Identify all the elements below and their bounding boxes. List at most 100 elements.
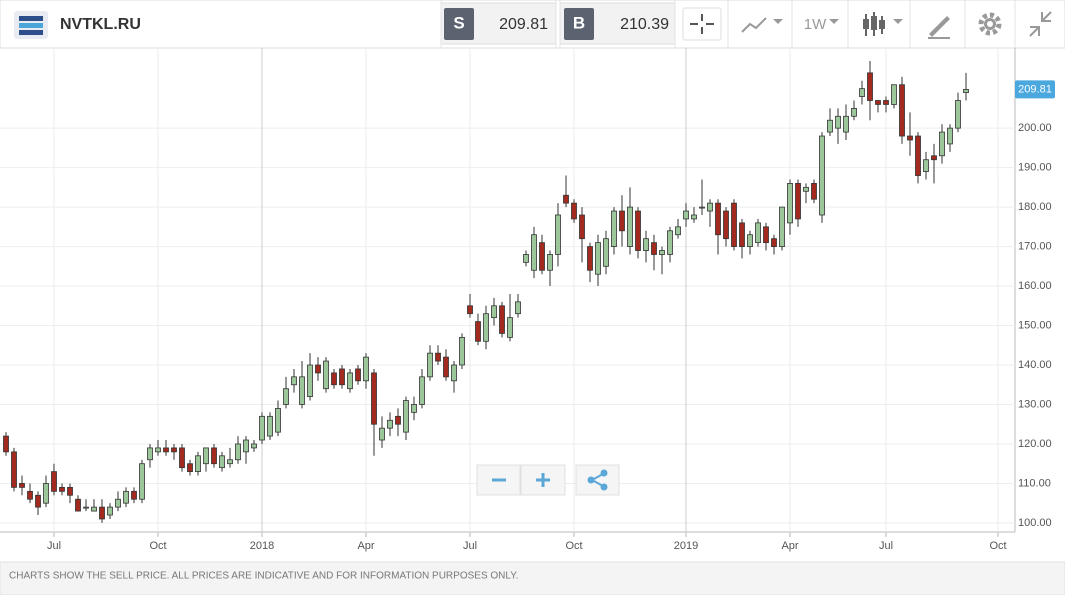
- candle-body: [819, 135, 825, 216]
- candle-body: [323, 360, 329, 390]
- x-tick-label: Oct: [989, 540, 1006, 552]
- candle-body: [11, 451, 17, 488]
- candle-body: [435, 352, 441, 362]
- settings-button[interactable]: [978, 12, 1002, 36]
- sell-badge: [444, 8, 474, 40]
- candle-body: [851, 108, 857, 117]
- y-tick-label: 160.00: [1018, 280, 1052, 292]
- candle-body: [355, 368, 361, 382]
- candle-body: [107, 506, 113, 516]
- candle-body: [571, 202, 577, 220]
- candle-body: [835, 115, 841, 129]
- candle-body: [251, 443, 257, 449]
- candle-body: [531, 234, 537, 271]
- share-button[interactable]: [575, 464, 620, 496]
- logo: [14, 11, 48, 39]
- candle-body: [51, 471, 57, 492]
- candle-body: [579, 214, 585, 240]
- candle-body: [155, 447, 161, 453]
- candle-body: [403, 400, 409, 433]
- candle-body: [291, 376, 297, 386]
- candle-body: [947, 127, 953, 145]
- candle-body: [699, 206, 705, 209]
- candle-body: [891, 84, 897, 105]
- candle-body: [827, 119, 833, 133]
- candle-body: [347, 372, 353, 390]
- crosshair-button[interactable]: [682, 7, 722, 41]
- y-tick-label: 120.00: [1018, 438, 1052, 450]
- candles: [3, 61, 969, 523]
- candle-body: [619, 210, 625, 232]
- candle-body: [275, 408, 281, 433]
- y-tick-label: 180.00: [1018, 201, 1052, 213]
- x-tick-label: Apr: [357, 540, 374, 552]
- candle-body: [555, 214, 561, 255]
- candle-body: [651, 242, 657, 255]
- candle-body: [755, 222, 761, 244]
- candle-body: [171, 447, 177, 453]
- candle-body: [843, 115, 849, 133]
- candle-body: [803, 186, 809, 192]
- y-tick-label: 140.00: [1018, 359, 1052, 371]
- draw-tool-button[interactable]: [928, 16, 950, 39]
- candle-body: [915, 135, 921, 176]
- candle-body: [467, 305, 473, 315]
- x-tick-label: Jul: [879, 540, 893, 552]
- candle-body: [795, 183, 801, 220]
- candle-body: [723, 210, 729, 240]
- candle-body: [867, 72, 873, 101]
- candle-body: [883, 100, 889, 105]
- candle-body: [875, 100, 881, 105]
- candle-body: [219, 455, 225, 469]
- candle-body: [763, 226, 769, 244]
- disclaimer: CHARTS SHOW THE SELL PRICE. ALL PRICES A…: [9, 571, 518, 582]
- candle-body: [507, 317, 513, 338]
- candle-type-button[interactable]: [863, 12, 903, 36]
- candle-body: [307, 364, 313, 397]
- candle-body: [779, 206, 785, 247]
- zoom-in-button[interactable]: [520, 464, 566, 496]
- candle-body: [331, 372, 337, 386]
- candle-body: [715, 202, 721, 236]
- candle-body: [659, 250, 665, 255]
- candle-body: [515, 301, 521, 315]
- candle-body: [115, 498, 121, 508]
- chart-type-button[interactable]: [741, 17, 783, 33]
- shrink-button[interactable]: [1029, 11, 1052, 37]
- candle-body: [563, 194, 569, 204]
- x-tick-label: 2019: [674, 540, 698, 552]
- candle-body: [635, 210, 641, 251]
- candle-body: [211, 447, 217, 465]
- candle-body: [451, 364, 457, 382]
- candle-body: [75, 498, 81, 512]
- candle-body: [483, 313, 489, 342]
- buy-price: 210.39: [620, 16, 669, 33]
- candle-body: [443, 356, 449, 378]
- candle-body: [859, 88, 865, 97]
- candle-body: [683, 210, 689, 220]
- sell-label: S: [453, 13, 464, 32]
- candle-body: [19, 483, 25, 488]
- candle-body: [243, 439, 249, 453]
- candle-body: [427, 352, 433, 378]
- candle-body: [603, 238, 609, 267]
- candle-body: [387, 419, 393, 429]
- candle-body: [299, 376, 305, 405]
- zoom-out-button[interactable]: [476, 464, 521, 496]
- candle-body: [283, 388, 289, 405]
- x-tick-label: Oct: [149, 540, 166, 552]
- y-tick-label: 110.00: [1018, 477, 1051, 489]
- symbol: NVTKL.RU: [60, 16, 141, 33]
- last-price-label: 209.81: [1018, 83, 1052, 95]
- candle-body: [131, 490, 137, 500]
- candle-body: [667, 230, 673, 255]
- last-price-tag: [1015, 80, 1055, 99]
- candle-body: [491, 305, 497, 319]
- y-tick-label: 150.00: [1018, 319, 1052, 331]
- grid: [0, 48, 1015, 532]
- candle-body: [267, 415, 273, 437]
- interval[interactable]: 1W: [804, 16, 827, 33]
- candle-body: [419, 376, 425, 405]
